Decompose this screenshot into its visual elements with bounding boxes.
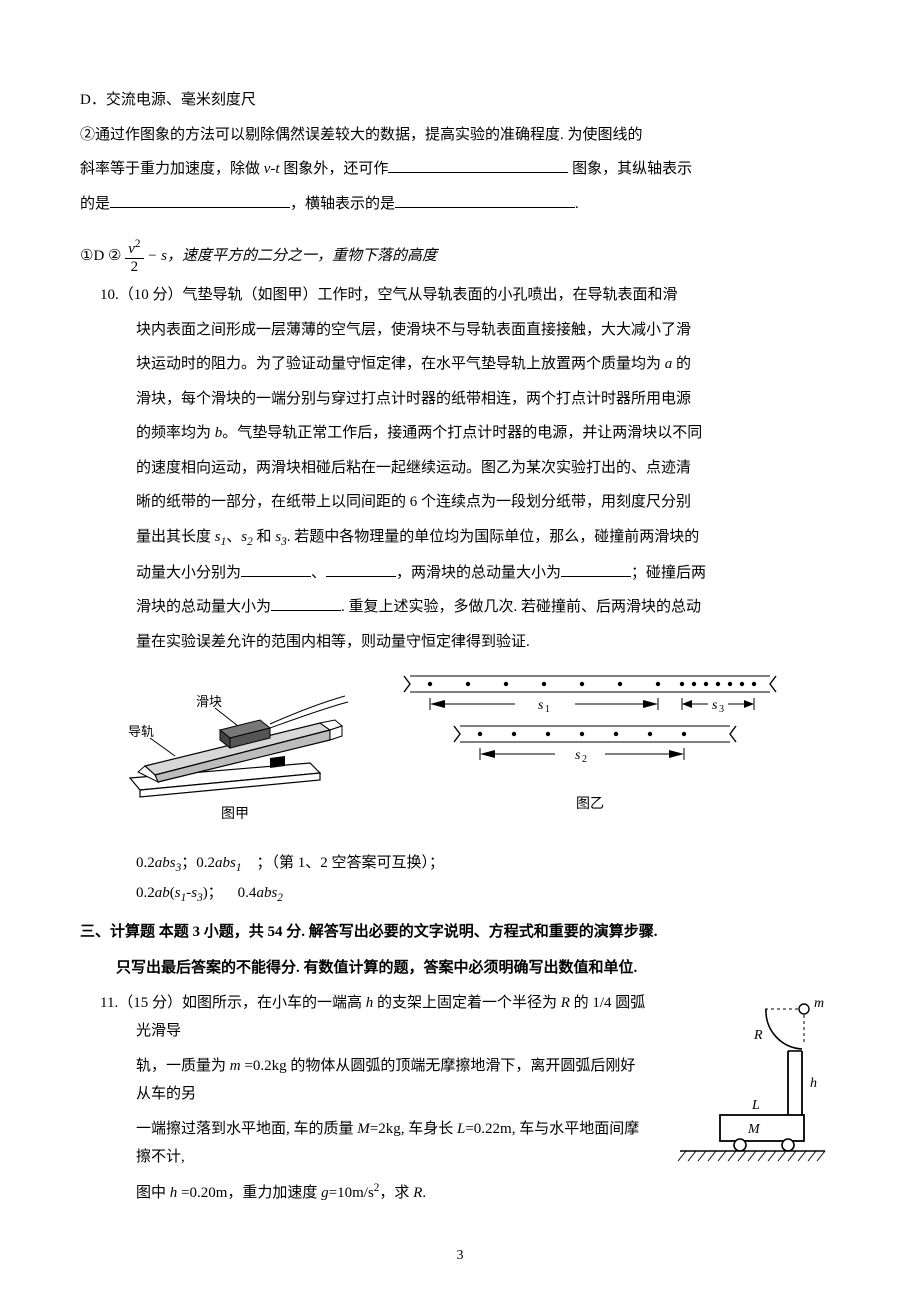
air-track-svg: 滑块 导轨 (120, 668, 350, 798)
svg-text:1: 1 (545, 704, 550, 715)
svg-text:R: R (753, 1028, 763, 1043)
blank-ptotal-after (271, 595, 341, 611)
q10-header: 10.（10 分）气垫导轨（如图甲）工作时，空气从导轨表面的小孔喷出，在导轨表面… (100, 281, 840, 310)
fig-jia: 滑块 导轨 图甲 (120, 668, 350, 829)
cart-arc-svg: m R h L M (670, 993, 830, 1168)
q10-answer2: 0.2ab(s1-s3)； 0.4abs2 (136, 879, 840, 909)
q10-l4: 的频率均为 b。气垫导轨正常工作后，接通两个打点计时器的电源，并让两滑块以不同 (100, 419, 840, 448)
q11-figure: m R h L M (670, 993, 830, 1168)
q10-l2: 块运动时的阻力。为了验证动量守恒定律，在水平气垫导轨上放置两个质量均为 a 的 (100, 350, 840, 379)
q10-l6: 晰的纸带的一部分，在纸带上以同间距的 6 个连续点为一段划分纸带，用刻度尺分别 (100, 488, 840, 517)
q9-line2: ②通过作图象的方法可以剔除偶然误差较大的数据，提高实验的准确程度. 为使图线的 (80, 121, 840, 150)
blank-graph (388, 157, 568, 173)
q10-l5: 的速度相向运动，两滑块相碰后粘在一起继续运动。图乙为某次实验打出的、点迹清 (100, 454, 840, 483)
blank-p1 (241, 561, 311, 577)
fig-yi-label: 图乙 (390, 792, 790, 819)
q9-optD-text: D．交流电源、毫米刻度尺 (80, 92, 256, 108)
svg-text:3: 3 (719, 704, 724, 715)
svg-text:s: s (538, 698, 544, 713)
q10-l3: 滑块，每个滑块的一端分别与穿过打点计时器的纸带相连，两个打点计时器所用电源 (100, 385, 840, 414)
tape-svg: s 1 s 3 (390, 668, 790, 788)
svg-text:L: L (751, 1098, 760, 1113)
svg-text:2: 2 (582, 754, 587, 765)
blank-yaxis (110, 192, 290, 208)
q9-line2c: 的是，横轴表示的是. (80, 190, 840, 219)
fig-jia-label: 图甲 (120, 802, 350, 829)
fig-yi: s 1 s 3 (390, 668, 790, 819)
page-number: 3 (80, 1243, 840, 1270)
q10-l8: 动量大小分别为、，两滑块的总动量大小为；碰撞后两 (100, 559, 840, 588)
section3-line1: 三、计算题 本题 3 小题，共 54 分. 解答写出必要的文字说明、方程式和重要… (80, 918, 840, 947)
section3-line2: 只写出最后答案的不能得分. 有数值计算的题，答案中必须明确写出数值和单位. (80, 954, 840, 983)
blank-p2 (326, 561, 396, 577)
blank-xaxis (395, 192, 575, 208)
label-rail: 导轨 (128, 724, 154, 739)
svg-text:h: h (810, 1076, 817, 1091)
svg-text:m: m (814, 996, 824, 1011)
q10-answer1: 0.2abs3；0.2abs1 ；（第 1、2 空答案可互换）； (136, 849, 840, 879)
label-slider: 滑块 (196, 694, 222, 709)
svg-text:s: s (575, 748, 581, 763)
q9-answer: ①D ② v22 − s，速度平方的二分之一，重物下落的高度 (80, 238, 840, 275)
q9-optionD: D．交流电源、毫米刻度尺 (80, 86, 840, 115)
blank-ptotal-before (561, 561, 631, 577)
q10-l7: 量出其长度 s1、s2 和 s3. 若题中各物理量的单位均为国际单位，那么，碰撞… (100, 523, 840, 553)
q11-l3: 图中 h =0.20m，重力加速度 g=10m/s2，求 R. (100, 1178, 840, 1208)
q10-l1: 块内表面之间形成一层薄薄的空气层，使滑块不与导轨表面直接接触，大大减小了滑 (100, 316, 840, 345)
svg-text:s: s (712, 698, 718, 713)
fraction-v2-2: v22 (125, 238, 143, 275)
svg-text:M: M (747, 1122, 761, 1137)
q10-l9: 滑块的总动量大小为. 重复上述实验，多做几次. 若碰撞前、后两滑块的总动 (100, 593, 840, 622)
q9-line2b: 斜率等于重力加速度，除做 v-t 图象外，还可作 图象，其纵轴表示 (80, 155, 840, 184)
q10-figures: 滑块 导轨 图甲 (120, 668, 840, 829)
q10-l10: 量在实验误差允许的范围内相等，则动量守恒定律得到验证. (100, 628, 840, 657)
